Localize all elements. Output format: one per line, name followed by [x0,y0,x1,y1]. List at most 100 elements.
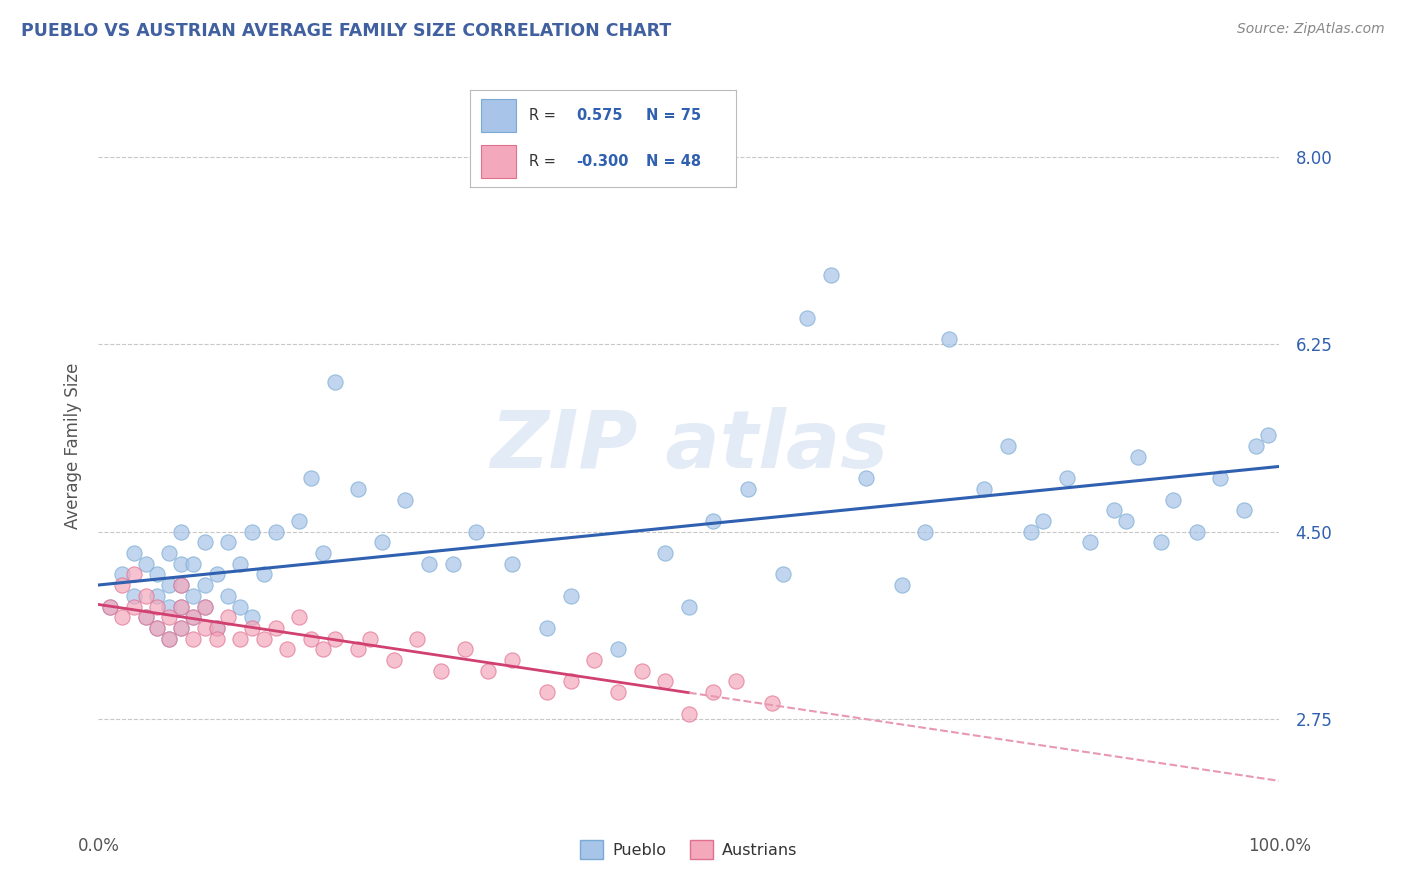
Point [796,310,818,325]
Point [240,524,263,539]
Point [170,524,193,539]
Point [406,632,429,646]
Point [394,492,416,507]
Point [702,685,724,699]
Point [157,610,180,624]
Point [654,546,676,560]
Point [1257,428,1279,442]
Point [1080,535,1102,549]
Point [1150,535,1173,549]
Point [997,439,1019,453]
Point [157,546,180,560]
Point [501,557,523,571]
Point [725,674,748,689]
Point [194,621,217,635]
Point [536,685,558,699]
Point [347,482,370,496]
Point [217,589,239,603]
Point [240,621,263,635]
Point [157,599,180,614]
Point [938,332,960,346]
Point [264,621,287,635]
Point [973,482,995,496]
Point [299,632,322,646]
Point [678,706,700,721]
Point [98,599,121,614]
Point [146,599,169,614]
Point [170,621,193,635]
Point [1185,524,1208,539]
Point [560,589,582,603]
Point [1102,503,1125,517]
Point [111,567,134,582]
Point [890,578,912,592]
Text: PUEBLO VS AUSTRIAN AVERAGE FAMILY SIZE CORRELATION CHART: PUEBLO VS AUSTRIAN AVERAGE FAMILY SIZE C… [21,22,671,40]
Point [702,514,724,528]
Point [630,664,652,678]
Point [217,535,239,549]
Point [135,557,157,571]
Point [536,621,558,635]
Point [347,642,370,657]
Point [1056,471,1078,485]
Point [240,610,263,624]
Point [146,567,169,582]
Point [312,546,335,560]
Point [323,375,346,389]
Point [441,557,464,571]
Point [111,578,134,592]
Point [194,535,217,549]
Point [229,599,252,614]
Point [430,664,453,678]
Point [253,567,276,582]
Point [122,599,145,614]
Point [465,524,488,539]
Point [205,621,228,635]
Point [157,578,180,592]
Point [560,674,582,689]
Text: ZIP atlas: ZIP atlas [489,407,889,485]
Point [453,642,475,657]
Point [205,632,228,646]
Point [1021,524,1043,539]
Point [371,535,394,549]
Point [170,557,193,571]
Point [217,610,239,624]
Point [761,696,783,710]
Point [146,621,169,635]
Point [288,514,311,528]
Point [288,610,311,624]
Point [477,664,499,678]
Point [122,546,145,560]
Legend: Pueblo, Austrians: Pueblo, Austrians [574,834,804,865]
Point [276,642,298,657]
Point [1126,450,1149,464]
Point [323,632,346,646]
Point [264,524,287,539]
Point [146,621,169,635]
Point [170,578,193,592]
Point [135,589,157,603]
Point [312,642,335,657]
Point [181,557,204,571]
Point [146,589,169,603]
Point [772,567,794,582]
Point [855,471,877,485]
Point [181,632,204,646]
Point [1244,439,1267,453]
Point [98,599,121,614]
Point [678,599,700,614]
Point [170,599,193,614]
Point [181,589,204,603]
Point [501,653,523,667]
Point [820,268,842,282]
Point [181,610,204,624]
Point [1209,471,1232,485]
Point [181,610,204,624]
Text: Source: ZipAtlas.com: Source: ZipAtlas.com [1237,22,1385,37]
Point [205,567,228,582]
Point [607,685,630,699]
Point [170,599,193,614]
Point [122,589,145,603]
Point [205,621,228,635]
